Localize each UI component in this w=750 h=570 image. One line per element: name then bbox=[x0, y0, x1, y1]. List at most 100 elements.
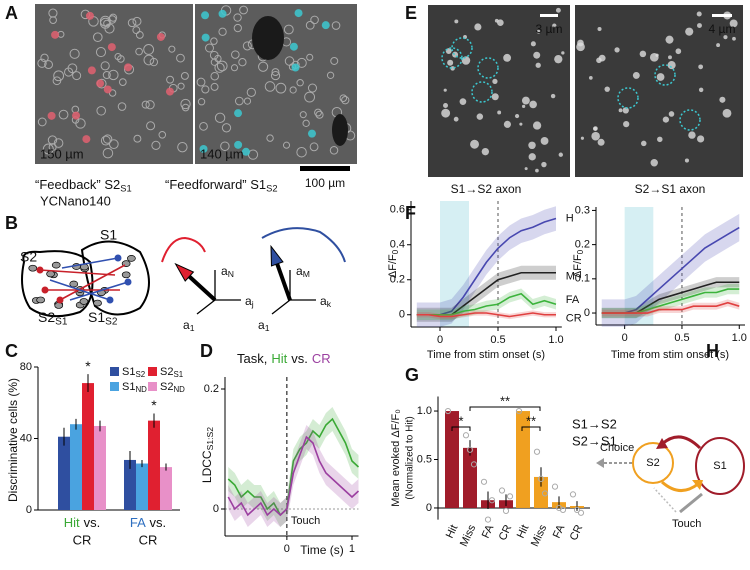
labeled-cell bbox=[291, 63, 300, 72]
x-tick-label: 0.5 bbox=[674, 332, 689, 344]
cell bbox=[239, 5, 248, 15]
label-sub: M bbox=[303, 269, 310, 279]
label-sub: S2 bbox=[266, 184, 277, 194]
scale-bar bbox=[300, 166, 350, 171]
axis-label: a1 bbox=[183, 318, 195, 333]
cell bbox=[64, 67, 74, 77]
bouton bbox=[528, 153, 536, 161]
bouton bbox=[722, 108, 732, 118]
cell bbox=[117, 102, 127, 111]
bouton bbox=[640, 140, 647, 147]
label-main: LDCC bbox=[200, 450, 214, 483]
cell bbox=[93, 299, 102, 307]
cell bbox=[53, 138, 64, 148]
cell bbox=[96, 105, 106, 116]
cell bbox=[51, 261, 61, 269]
cell bbox=[238, 58, 247, 67]
cell bbox=[108, 69, 119, 81]
data-point bbox=[484, 516, 492, 523]
cell bbox=[243, 97, 252, 105]
cell bbox=[266, 134, 274, 142]
roi bbox=[441, 47, 463, 69]
significance: * bbox=[458, 413, 463, 428]
bouton bbox=[622, 107, 629, 114]
x-tick-label: FA bbox=[551, 522, 568, 540]
bouton bbox=[732, 36, 736, 41]
series-name: Hit bbox=[271, 351, 287, 366]
panel-label: D bbox=[200, 341, 213, 361]
bouton bbox=[668, 111, 675, 117]
data-point bbox=[537, 475, 545, 482]
cell bbox=[230, 64, 239, 72]
panel-label: B bbox=[5, 213, 18, 233]
bouton bbox=[632, 71, 640, 79]
trajectory bbox=[161, 236, 206, 263]
comparison: vs. bbox=[150, 515, 167, 530]
cell bbox=[36, 296, 45, 304]
labeled-cell bbox=[234, 109, 243, 118]
arrow-head bbox=[596, 458, 604, 468]
bouton bbox=[533, 51, 541, 59]
cell bbox=[151, 140, 161, 150]
cell bbox=[233, 13, 242, 22]
significance-bracket bbox=[469, 406, 541, 411]
bouton bbox=[696, 11, 702, 17]
cell bbox=[181, 103, 190, 112]
bouton bbox=[528, 141, 536, 150]
cell bbox=[132, 16, 142, 26]
node bbox=[695, 437, 745, 495]
cell bbox=[196, 77, 206, 87]
data-point bbox=[498, 487, 506, 494]
error-band bbox=[601, 299, 740, 317]
area-label: S2 bbox=[20, 249, 37, 265]
labeled-cell bbox=[82, 135, 91, 144]
bar bbox=[58, 436, 70, 510]
bouton bbox=[459, 98, 467, 105]
cell bbox=[72, 71, 82, 81]
arrow-head bbox=[174, 262, 195, 282]
label-main: ΔF/F bbox=[387, 254, 399, 278]
axis-label: aM bbox=[296, 264, 310, 279]
bouton bbox=[623, 121, 630, 128]
x-tick-label: 1 bbox=[349, 543, 355, 555]
bouton bbox=[481, 147, 490, 156]
bouton bbox=[729, 19, 738, 28]
bouton bbox=[657, 136, 663, 143]
labeled-cell bbox=[72, 111, 81, 120]
label-sub: j bbox=[251, 299, 254, 309]
cell-body bbox=[114, 254, 122, 262]
bouton bbox=[503, 120, 511, 128]
bouton bbox=[591, 131, 600, 141]
input-label: Choice bbox=[600, 442, 634, 454]
y-tick-label: 80 bbox=[20, 361, 32, 373]
cell bbox=[53, 70, 65, 82]
legend-main: S2 bbox=[160, 381, 173, 393]
labeled-cell bbox=[124, 63, 133, 72]
panel-label: H bbox=[706, 341, 719, 361]
bouton bbox=[588, 76, 593, 80]
cell bbox=[283, 24, 294, 35]
cell bbox=[296, 79, 304, 87]
error-band bbox=[601, 277, 740, 319]
x-tick-label: Miss bbox=[458, 523, 479, 549]
cell bbox=[296, 146, 307, 158]
line bbox=[227, 417, 360, 517]
legend-sub: S2 bbox=[135, 370, 145, 379]
cell bbox=[100, 135, 111, 146]
labeled-cell bbox=[294, 9, 303, 18]
bouton bbox=[522, 104, 526, 109]
cell-body bbox=[106, 296, 114, 304]
axis-label: aN bbox=[221, 264, 234, 279]
error-band bbox=[416, 206, 556, 327]
error-band bbox=[601, 213, 740, 327]
y-tick-label: 1.0 bbox=[417, 405, 432, 417]
cell bbox=[141, 100, 150, 109]
legend-swatch bbox=[148, 367, 157, 376]
x-tick-label: 0 bbox=[437, 334, 443, 346]
scale-label: 4 µm bbox=[709, 22, 736, 36]
cell bbox=[271, 68, 280, 77]
bouton bbox=[541, 161, 547, 168]
legend-sub: S1 bbox=[173, 370, 183, 379]
significance: ** bbox=[526, 413, 536, 428]
